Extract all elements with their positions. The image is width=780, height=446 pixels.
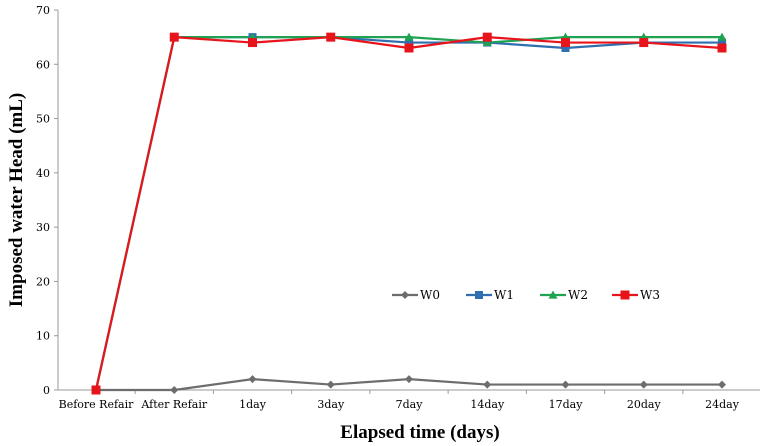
chart-axes: 0 10 20 30 40 50 60 70 Before Refair After Refair… bbox=[36, 4, 760, 411]
x-tick-label: 17day bbox=[549, 398, 584, 411]
point-w3 bbox=[404, 43, 414, 53]
y-tick-label: 0 bbox=[43, 384, 50, 397]
y-tick-label: 60 bbox=[36, 58, 50, 71]
point-w0 bbox=[248, 375, 257, 384]
series-line-w1 bbox=[94, 36, 722, 391]
x-tick-label: After Refair bbox=[140, 398, 207, 411]
point-w1 bbox=[718, 38, 726, 47]
point-w0 bbox=[483, 380, 492, 389]
x-tick-label: 3day bbox=[317, 398, 345, 411]
point-w3 bbox=[639, 38, 649, 48]
point-w0 bbox=[718, 380, 726, 389]
point-w0 bbox=[326, 380, 335, 389]
legend-label-w0: W0 bbox=[420, 288, 440, 302]
point-w0 bbox=[170, 386, 179, 394]
y-axis-title: Imposed water Head (mL) bbox=[6, 93, 27, 307]
x-tick-label: 20day bbox=[627, 398, 662, 411]
point-w2 bbox=[717, 32, 727, 41]
x-tick-label: 14day bbox=[470, 398, 505, 411]
x-axis-title: Elapsed time (days) bbox=[340, 422, 499, 443]
point-w3 bbox=[91, 385, 101, 395]
legend-marker-w0 bbox=[401, 291, 409, 299]
series-line-w2 bbox=[94, 36, 722, 391]
x-tick-label: Before Refair bbox=[59, 398, 134, 411]
series-line-w3 bbox=[94, 36, 723, 391]
series-markers bbox=[91, 32, 727, 395]
point-w1 bbox=[405, 38, 413, 47]
point-w0 bbox=[405, 375, 413, 384]
legend-marker-w3 bbox=[620, 290, 630, 300]
point-w3 bbox=[482, 32, 492, 42]
point-w2 bbox=[404, 32, 414, 41]
point-w2 bbox=[482, 38, 492, 47]
chart-legend: W0 W1 W2 W3 bbox=[392, 288, 660, 302]
point-w0 bbox=[561, 380, 570, 389]
point-w3 bbox=[326, 32, 336, 42]
y-tick-label: 40 bbox=[36, 167, 50, 180]
x-tick-label: 7day bbox=[396, 398, 424, 411]
x-tick-label: 24day bbox=[705, 398, 740, 411]
y-tick-label: 70 bbox=[36, 4, 50, 17]
legend-marker-w2 bbox=[548, 290, 558, 299]
point-w3 bbox=[169, 32, 179, 42]
legend-label-w3: W3 bbox=[640, 288, 660, 302]
point-w1 bbox=[561, 44, 570, 52]
series-lines bbox=[94, 36, 723, 392]
legend-label-w2: W2 bbox=[568, 288, 588, 302]
point-w3 bbox=[717, 43, 727, 53]
y-tick-label: 20 bbox=[36, 275, 50, 288]
x-tick-label: 1day bbox=[239, 398, 267, 411]
legend-marker-w1 bbox=[475, 291, 483, 299]
point-w0 bbox=[639, 380, 648, 389]
point-w3 bbox=[248, 38, 257, 48]
y-tick-label: 30 bbox=[36, 221, 50, 234]
legend-label-w1: W1 bbox=[494, 288, 514, 302]
y-tick-label: 50 bbox=[36, 113, 50, 126]
y-tick-label: 10 bbox=[36, 330, 50, 343]
point-w3 bbox=[561, 38, 570, 48]
